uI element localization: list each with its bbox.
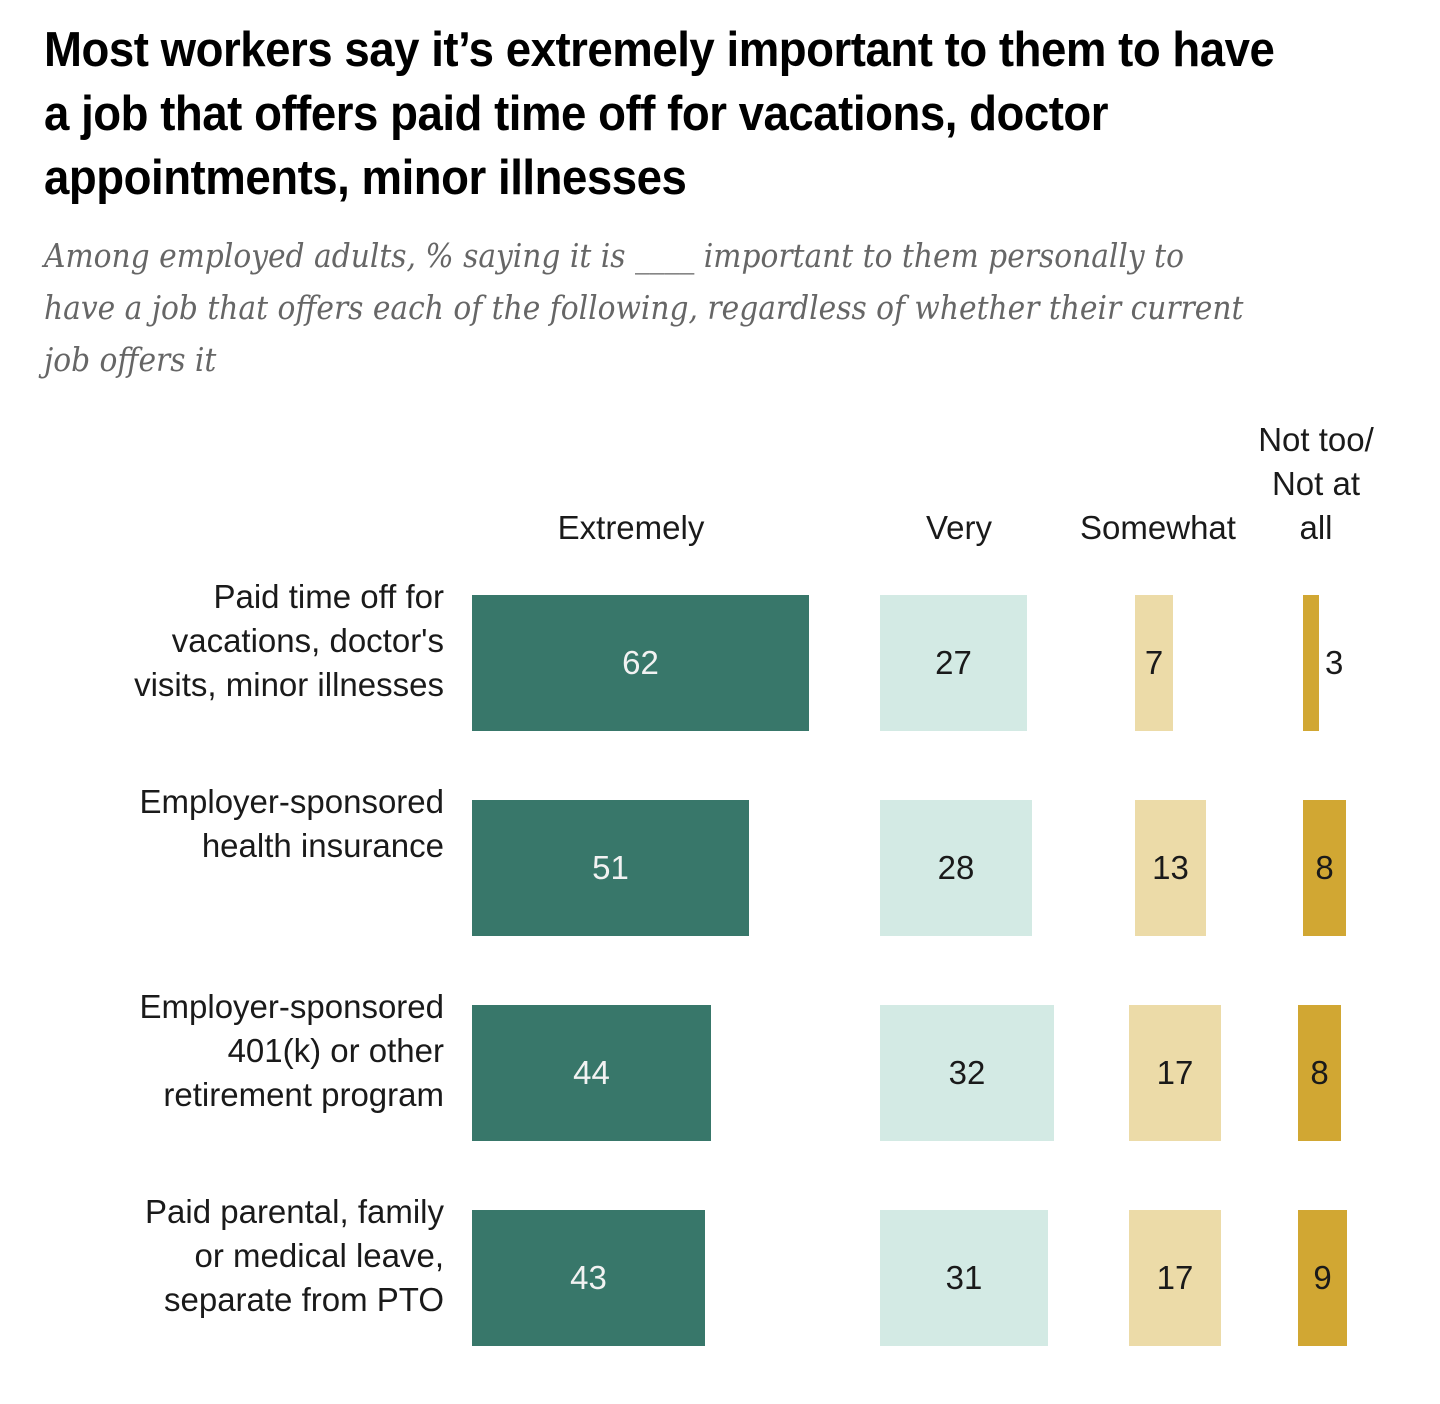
- bar: [472, 1005, 711, 1141]
- category-label-line: 401(k) or other: [227, 1032, 444, 1069]
- column-header-line: Not at: [1271, 465, 1361, 502]
- column-header-line: all: [1299, 509, 1333, 546]
- data-label: 13: [1152, 849, 1189, 886]
- category-label-line: separate from PTO: [163, 1281, 444, 1318]
- data-label: 32: [948, 1054, 986, 1091]
- category-label: Employer-sponsored health insurance: [44, 780, 444, 868]
- bar: [1303, 595, 1319, 731]
- column-header-very: Very: [849, 506, 1069, 550]
- column-header-not-too-not-at-all: Not too/Not at all: [1206, 418, 1426, 550]
- data-label: 27: [935, 644, 972, 681]
- data-label: 8: [1315, 849, 1334, 886]
- column-header-somewhat: Somewhat: [1048, 506, 1268, 550]
- data-label: 31: [945, 1259, 983, 1296]
- category-label-line: Paid time off for: [213, 578, 444, 615]
- bar: [1135, 595, 1173, 731]
- data-label: 17: [1156, 1054, 1194, 1091]
- category-label-line: Employer-sponsored: [139, 783, 444, 820]
- data-label: 28: [937, 849, 975, 886]
- bar: [472, 595, 809, 731]
- bar: [472, 1210, 705, 1346]
- data-label: 8: [1310, 1054, 1329, 1091]
- bar: [880, 595, 1027, 731]
- data-label: 17: [1156, 1259, 1194, 1296]
- data-label: 43: [570, 1259, 607, 1296]
- category-label: Paid parental, family or medical leave, se…: [44, 1190, 444, 1322]
- category-label-line: or medical leave,: [194, 1237, 444, 1274]
- data-label: 3: [1325, 644, 1344, 681]
- data-label: 51: [592, 849, 629, 886]
- bar: [1303, 800, 1346, 936]
- bar: [1298, 1005, 1341, 1141]
- column-header-line: Extremely: [557, 509, 705, 546]
- bar: [472, 800, 749, 936]
- bar: [880, 1005, 1054, 1141]
- category-label: Paid time off for vacations, doctor's visi…: [44, 575, 444, 707]
- chart-subtitle: Among employed adults, % saying it is __…: [44, 236, 1244, 379]
- data-label: 7: [1144, 644, 1164, 681]
- category-label-line: visits, minor illnesses: [134, 666, 444, 703]
- category-label-line: vacations, doctor's: [171, 622, 444, 659]
- bar: [880, 1210, 1048, 1346]
- category-label-line: Paid parental, family: [145, 1193, 444, 1230]
- bar: [1298, 1210, 1347, 1346]
- category-label: Employer-sponsored 401(k) or other retirem…: [44, 985, 444, 1117]
- bar: [1135, 800, 1206, 936]
- category-label-line: health insurance: [201, 827, 444, 864]
- category-label-line: retirement program: [163, 1076, 444, 1113]
- bar: [1129, 1210, 1221, 1346]
- data-label: 44: [573, 1054, 610, 1091]
- data-label: 62: [622, 644, 659, 681]
- data-label: 9: [1313, 1259, 1332, 1296]
- category-label-line: Employer-sponsored: [139, 988, 444, 1025]
- column-header-extremely: Extremely: [521, 506, 741, 550]
- chart-title: Most workers say it’s extremely importan…: [44, 23, 1275, 205]
- column-header-line: Not too/: [1258, 421, 1374, 458]
- bar: [880, 800, 1032, 936]
- column-header-line: Somewhat: [1080, 509, 1236, 546]
- column-header-line: Very: [925, 509, 993, 546]
- bar: [1129, 1005, 1221, 1141]
